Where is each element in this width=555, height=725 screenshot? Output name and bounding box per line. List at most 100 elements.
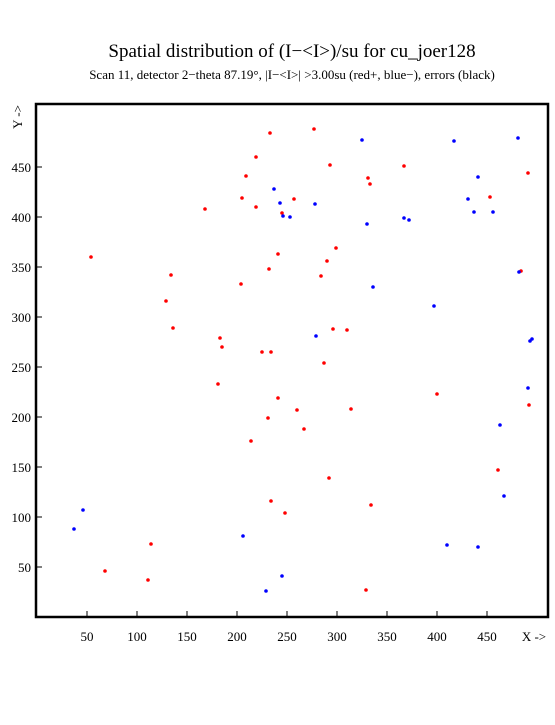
point (268, 131, 272, 135)
point (402, 164, 406, 168)
point (402, 216, 406, 220)
point (491, 210, 495, 214)
point (278, 201, 282, 205)
point (488, 195, 492, 199)
y-tick-label: 100 (12, 510, 32, 525)
y-tick-label: 400 (12, 210, 32, 225)
y-tick-label: 300 (12, 310, 32, 325)
y-tick-label: 150 (12, 460, 32, 475)
point (218, 336, 222, 340)
point (240, 196, 244, 200)
point (368, 182, 372, 186)
x-tick-label: 400 (427, 629, 447, 644)
point (445, 543, 449, 547)
chart-subtitle: Scan 11, detector 2−theta 87.19°, |I−<I>… (89, 67, 495, 82)
point (327, 476, 331, 480)
point (292, 197, 296, 201)
point (476, 545, 480, 549)
point (498, 423, 502, 427)
point (334, 246, 338, 250)
x-tick-label: 450 (477, 629, 497, 644)
point (432, 304, 436, 308)
point (272, 187, 276, 191)
point (239, 282, 243, 286)
point (466, 197, 470, 201)
point (516, 136, 520, 140)
point (288, 215, 292, 219)
y-tick-label: 350 (12, 260, 32, 275)
point (526, 386, 530, 390)
point (280, 211, 284, 215)
point (295, 408, 299, 412)
point (269, 499, 273, 503)
point (452, 139, 456, 143)
y-tick-label: 200 (12, 410, 32, 425)
point (476, 175, 480, 179)
x-tick-label: 300 (327, 629, 347, 644)
point (366, 176, 370, 180)
point (169, 273, 173, 277)
point (146, 578, 150, 582)
point (302, 427, 306, 431)
point (502, 494, 506, 498)
point (369, 503, 373, 507)
point (345, 328, 349, 332)
x-tick-label: 250 (277, 629, 297, 644)
x-tick-label: 50 (81, 629, 94, 644)
point (164, 299, 168, 303)
point (280, 574, 284, 578)
point (254, 155, 258, 159)
point (322, 361, 326, 365)
x-tick-label: 200 (227, 629, 247, 644)
y-tick-label: 50 (18, 560, 31, 575)
point (72, 527, 76, 531)
point (314, 334, 318, 338)
point (312, 127, 316, 131)
point (249, 439, 253, 443)
x-tick-label: 100 (127, 629, 147, 644)
point (267, 267, 271, 271)
point (220, 345, 224, 349)
y-tick-label: 450 (12, 160, 32, 175)
point (281, 214, 285, 218)
point (81, 508, 85, 512)
point (276, 252, 280, 256)
y-axis-label: Y -> (10, 105, 25, 129)
point (216, 382, 220, 386)
point (149, 542, 153, 546)
point (496, 468, 500, 472)
point (283, 511, 287, 515)
point (371, 285, 375, 289)
point (260, 350, 264, 354)
point (530, 337, 534, 341)
point (266, 416, 270, 420)
point (364, 588, 368, 592)
point (319, 274, 323, 278)
point (472, 210, 476, 214)
point (360, 138, 364, 142)
point (435, 392, 439, 396)
point (103, 569, 107, 573)
point (407, 218, 411, 222)
x-axis-label: X -> (522, 629, 546, 644)
point (171, 326, 175, 330)
point (254, 205, 258, 209)
x-tick-label: 350 (377, 629, 397, 644)
point (89, 255, 93, 259)
point (264, 589, 268, 593)
point (331, 327, 335, 331)
point (526, 171, 530, 175)
point (269, 350, 273, 354)
point (328, 163, 332, 167)
point (527, 403, 531, 407)
point (244, 174, 248, 178)
point (349, 407, 353, 411)
plot-frame (34, 102, 550, 619)
point (325, 259, 329, 263)
point (241, 534, 245, 538)
x-tick-label: 150 (177, 629, 197, 644)
point (517, 270, 521, 274)
chart-title: Spatial distribution of (I−<I>)/su for c… (108, 41, 475, 62)
point (276, 396, 280, 400)
